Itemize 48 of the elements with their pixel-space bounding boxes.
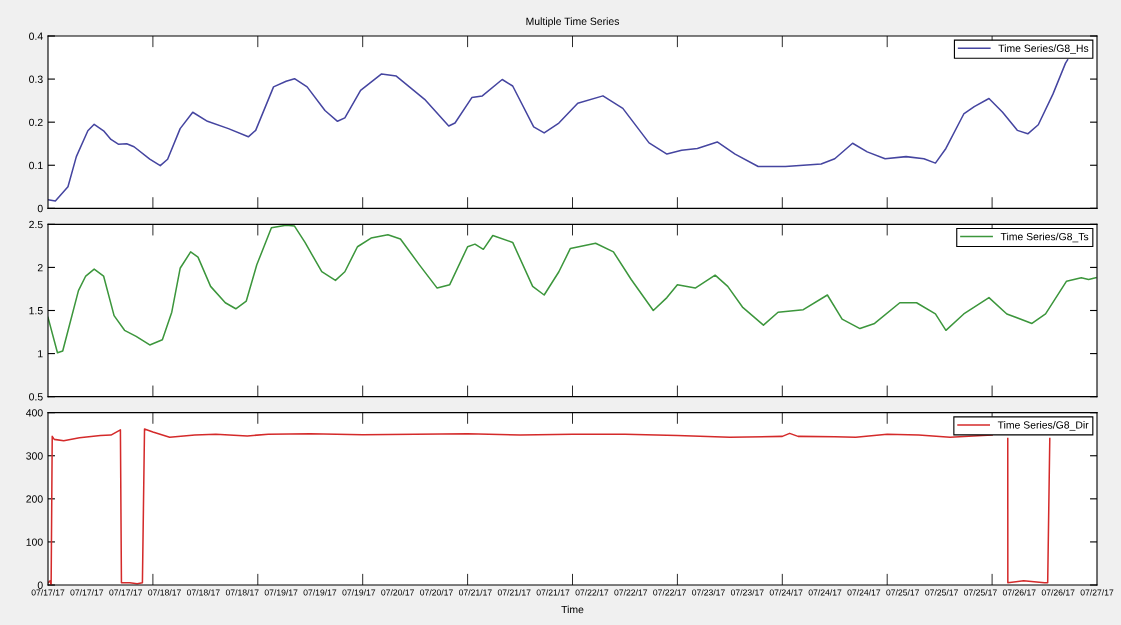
- x-tick-label: 07/17/17: [109, 589, 143, 596]
- y-tick-label: 2: [37, 263, 43, 272]
- y-tick-label: 0.5: [29, 393, 43, 401]
- x-tick-label: 07/22/17: [653, 589, 686, 596]
- x-tick-label: 07/20/17: [420, 589, 453, 596]
- y-tick-label: 400: [26, 409, 43, 417]
- x-tick-label: 07/22/17: [614, 589, 648, 596]
- x-tick-label: 07/21/17: [536, 589, 570, 596]
- x-tick-label: 07/24/17: [847, 589, 881, 596]
- x-tick-label: 07/19/17: [303, 589, 337, 596]
- legend-label: Time Series/G8_Ts: [1000, 232, 1089, 243]
- x-tick-label: 07/24/17: [769, 589, 803, 596]
- x-tick-label: 07/23/17: [730, 589, 764, 596]
- y-tick-label: 0.3: [29, 75, 43, 83]
- x-tick-label: 07/18/17: [225, 589, 259, 596]
- y-tick-label: 200: [26, 495, 43, 503]
- x-tick-label: 07/21/17: [497, 589, 531, 596]
- x-tick-label: 07/22/17: [575, 589, 609, 596]
- x-tick-label: 07/18/17: [148, 589, 181, 596]
- x-tick-label: 07/20/17: [381, 589, 414, 596]
- x-tick-label: 07/25/17: [964, 589, 997, 596]
- x-axis-title: Time: [561, 605, 584, 614]
- legend-label: Time Series/G8_Hs: [998, 44, 1089, 54]
- x-tick-label: 07/18/17: [186, 589, 220, 596]
- x-tick-label: 07/25/17: [886, 589, 920, 596]
- x-tick-label: 07/26/17: [1002, 589, 1036, 596]
- y-tick-label: 1.5: [29, 307, 43, 315]
- y-tick-label: 1: [38, 350, 43, 358]
- x-tick-label: 07/25/17: [925, 589, 958, 596]
- x-tick-label: 07/26/17: [1041, 589, 1075, 596]
- x-tick-label: 07/19/17: [342, 589, 376, 596]
- y-tick-label: 0: [37, 581, 43, 589]
- y-tick-label: 300: [26, 452, 43, 460]
- x-tick-label: 07/24/17: [808, 589, 842, 596]
- x-tick-label: 07/17/17: [70, 589, 104, 596]
- x-tick-label: 07/27/17: [1080, 589, 1114, 596]
- y-tick-label: 0.2: [29, 118, 43, 127]
- legend-label: Time Series/G8_Dir: [997, 421, 1089, 431]
- x-tick-label: 07/17/17: [31, 589, 65, 596]
- y-tick-label: 0.1: [29, 161, 43, 170]
- chart-title: Multiple Time Series: [526, 17, 620, 28]
- x-tick-label: 07/23/17: [692, 589, 725, 596]
- x-tick-label: 07/21/17: [458, 589, 492, 596]
- y-tick-label: 2.5: [29, 220, 43, 229]
- x-tick-label: 07/19/17: [264, 589, 298, 596]
- y-tick-label: 0: [37, 204, 43, 213]
- y-tick-label: 0.4: [29, 32, 43, 40]
- y-tick-label: 100: [26, 538, 43, 546]
